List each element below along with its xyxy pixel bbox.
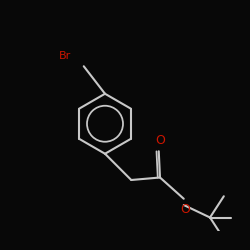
Text: O: O	[180, 203, 190, 216]
Text: O: O	[155, 134, 165, 147]
Text: Br: Br	[59, 51, 71, 61]
